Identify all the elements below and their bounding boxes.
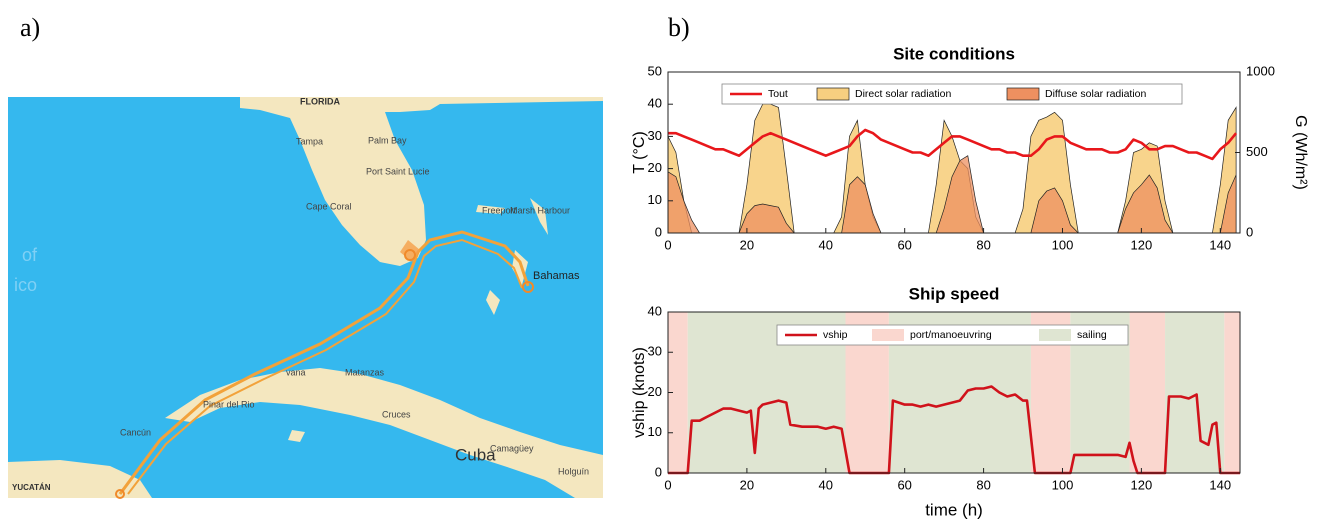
x-tick-label: 80 [976,477,990,492]
x-tick-label: 60 [897,477,911,492]
x-tick-label: 140 [1209,237,1231,252]
y2-axis-label: G (Wh/m²) [1292,115,1309,190]
span [1165,312,1224,473]
map-label: Palm Bay [368,135,407,145]
legend-label: port/manoeuvring [910,329,992,341]
x-tick-label: 0 [664,237,671,252]
map-label: YUCATÁN [12,483,51,492]
map-label: of [22,245,38,265]
map-label: Camagüey [490,443,534,453]
y-axis-label: T (°C) [631,131,648,174]
y-tick-label: 40 [648,96,662,111]
y-tick-label: 10 [648,424,662,439]
map-label: Cruces [382,409,411,419]
y-axis-label: vship (knots) [631,347,648,438]
y-tick-label: 20 [648,160,662,175]
x-tick-label: 80 [976,237,990,252]
x-tick-label: 100 [1052,477,1074,492]
x-tick-label: 120 [1131,237,1153,252]
panel-label: a) [20,13,40,42]
y-tick-label: 30 [648,344,662,359]
chart: Ship speed 0 20 40 60 80 100 120 140 0 10 20 30 40 vsh… [631,284,1240,519]
chart: Site conditions 0 20 40 60 80 100 120 140 0 10 20 30… [631,44,1309,252]
map-label: vana [286,367,306,377]
legend-swatch [1039,329,1071,341]
y-tick-label: 10 [648,192,662,207]
y-tick-label: 20 [648,384,662,399]
legend-label: vship [823,329,848,341]
map [8,97,603,498]
legend-swatch [1007,88,1039,100]
y-tick-label: 40 [648,303,662,318]
legend-swatch [872,329,904,341]
map-label: Pinar del Rio [203,399,255,409]
map-label: Cancún [120,427,151,437]
map-label: Bahamas [533,270,580,282]
legend-swatch [817,88,849,100]
figure: a) b) FLORIDA Tampa Palm Bay Port Saint Lucie… [0,0,1322,526]
y2-tick-label: 1000 [1246,63,1275,78]
legend-label: Diffuse solar radiation [1045,88,1147,100]
map-label: Cape Coral [306,201,352,211]
map-label: Marsh Harbour [510,205,570,215]
x-axis-label: time (h) [925,500,983,519]
map-label: FLORIDA [300,96,340,106]
x-tick-label: 100 [1052,237,1074,252]
chart-title: Ship speed [909,284,1000,303]
map-label: ico [14,275,37,295]
y2-tick-label: 500 [1246,144,1268,159]
x-tick-label: 40 [819,477,833,492]
y-tick-label: 0 [655,224,662,239]
y-tick-label: 0 [655,464,662,479]
x-tick-label: 140 [1209,477,1231,492]
x-tick-label: 60 [897,237,911,252]
map-label: Matanzas [345,367,385,377]
x-tick-label: 0 [664,477,671,492]
y-tick-label: 30 [648,128,662,143]
span [1224,312,1240,473]
legend-label: Direct solar radiation [855,88,951,100]
x-tick-label: 20 [740,477,754,492]
chart-title: Site conditions [893,44,1015,63]
map-label: Holguín [558,466,589,476]
x-tick-label: 40 [819,237,833,252]
panel-label: b) [668,13,690,42]
span [1130,312,1166,473]
y-tick-label: 50 [648,63,662,78]
x-tick-label: 20 [740,237,754,252]
map-label: Port Saint Lucie [366,166,430,176]
x-tick-label: 120 [1131,477,1153,492]
legend-label: Tout [768,88,788,100]
y2-tick-label: 0 [1246,224,1253,239]
legend-label: sailing [1077,329,1107,341]
map-label: Tampa [296,136,323,146]
